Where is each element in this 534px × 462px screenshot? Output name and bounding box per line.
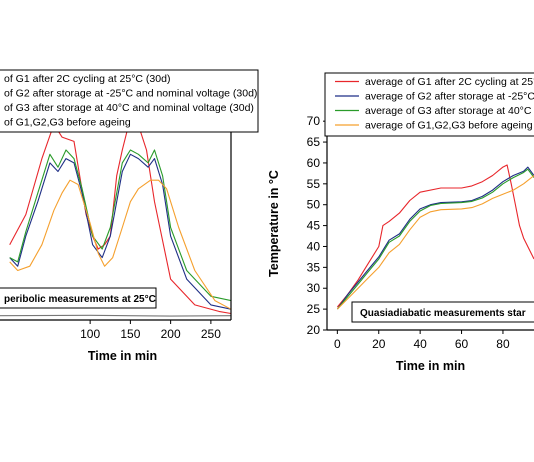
- x-tick-label: 80: [496, 337, 510, 351]
- x-tick-label: 150: [120, 327, 140, 341]
- legend-box: [324, 72, 534, 137]
- x-tick-label: 60: [455, 337, 469, 351]
- legend-entry: average of G1,G2,G3 before ageing: [365, 120, 533, 132]
- y-tick-label: 50: [307, 198, 321, 212]
- series-line-2: [9, 149, 231, 302]
- series-line-2: [336, 168, 534, 310]
- series-line-3: [337, 175, 534, 310]
- series-line-4: [0, 314, 231, 317]
- annotation-text: peribolic measurements at 25°C: [4, 294, 156, 305]
- y-tick-label: 45: [307, 219, 321, 233]
- legend-entry: of G1,G2,G3 before ageing: [4, 117, 131, 129]
- x-tick-label: 200: [161, 327, 181, 341]
- y-tick-label: 60: [307, 156, 321, 170]
- annotation-text: Quasiadiabatic measurements star: [360, 308, 526, 319]
- y-tick-label: 35: [307, 260, 321, 274]
- x-axis-label: Time in min: [396, 359, 465, 373]
- series-line-1: [336, 166, 534, 310]
- y-tick-label: 65: [307, 135, 321, 149]
- legend-entry: of G2 after storage at -25°C and nominal…: [4, 88, 257, 100]
- series-group: [0, 119, 231, 317]
- y-tick-label: 20: [307, 323, 321, 337]
- legend-entry: of G1 after 2C cycling at 25°C (30d): [4, 73, 170, 85]
- annotation-box: [351, 301, 534, 323]
- legend-entry: average of G1 after 2C cycling at 25°C: [365, 76, 534, 88]
- x-tick-label: 0: [334, 337, 341, 351]
- legend-entry: average of G3 after storage at 40°C a: [365, 105, 534, 117]
- y-axis-label: Temperature in °C: [267, 170, 281, 277]
- series-line-3: [9, 179, 231, 310]
- chart-panel-left: 100 150 200 250 Time in min peribolic measure…: [0, 69, 259, 363]
- y-tick-label: 55: [307, 177, 321, 191]
- y-tick-label: 70: [307, 114, 321, 128]
- legend-box: [0, 69, 259, 133]
- y-tick-label: 30: [307, 281, 321, 295]
- y-tick-label: 25: [307, 302, 321, 316]
- x-axis-label: Time in min: [88, 349, 157, 363]
- x-tick-label: 40: [413, 337, 427, 351]
- x-tick-label: 100: [80, 327, 100, 341]
- series-group: [336, 164, 534, 310]
- series-line-0: [9, 119, 231, 315]
- chart-panel-right: 0 20 40 60 80 20 25 30 35 40 45 50 55 60 65 70 Time in m…: [267, 72, 534, 373]
- legend-entry: of G3 after storage at 40°C and nominal …: [4, 102, 254, 114]
- x-tick-label: 20: [372, 337, 386, 351]
- series-line-1: [9, 153, 231, 310]
- y-tick-label: 40: [307, 239, 321, 253]
- series-line-0: [336, 164, 534, 308]
- legend-entry: average of G2 after storage at -25°C a: [365, 91, 534, 103]
- x-tick-label: 250: [201, 327, 221, 341]
- annotation-box: [0, 287, 157, 309]
